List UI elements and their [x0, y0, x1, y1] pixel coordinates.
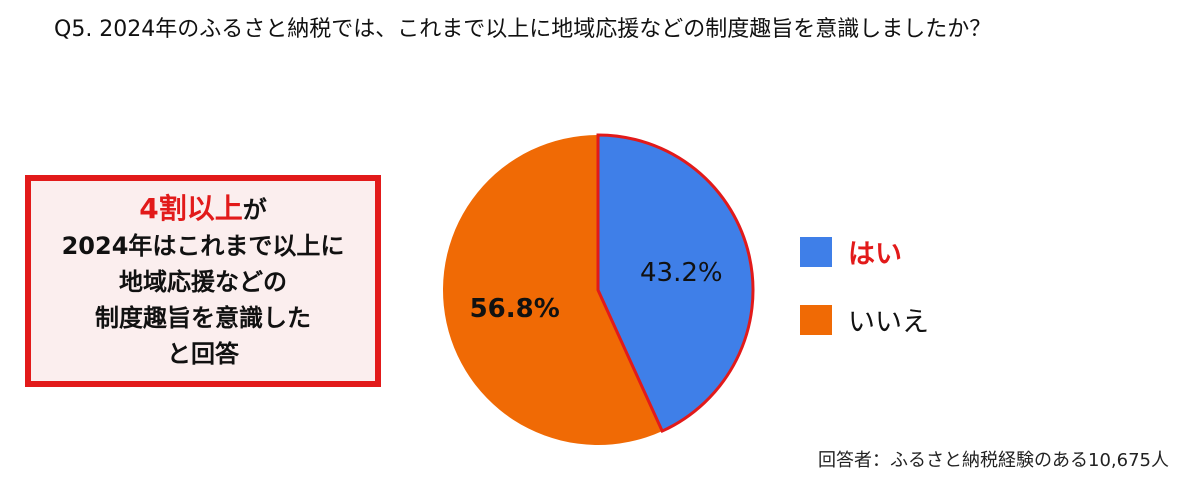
legend-label-no: いいえ: [848, 307, 929, 338]
summary-callout: 4割以上が 2024年はこれまで以上に 地域応援などの 制度趣旨を意識した と回…: [25, 175, 381, 387]
respondent-note: 回答者：ふるさと納税経験のある10,675人: [818, 450, 1169, 471]
legend-swatch-no: [800, 304, 832, 335]
callout-highlight: 4割以上: [139, 191, 243, 225]
callout-line5: と回答: [167, 339, 239, 368]
pie-slice-no: [443, 135, 663, 445]
callout-line1: が: [242, 195, 267, 224]
legend-item-yes: はい: [800, 232, 902, 271]
callout-line3: 地域応援などの: [119, 267, 287, 296]
pie-slice-yes: [596, 133, 755, 434]
legend-label-yes: はい: [848, 239, 902, 270]
pie-label-yes: 43.2%: [640, 258, 723, 288]
pie-label-no: 56.8%: [470, 294, 560, 324]
page-title: Q5. 2024年のふるさと納税では、これまで以上に地域応援などの制度趣旨を意識…: [54, 17, 992, 42]
callout-line2: 2024年はこれまで以上に: [61, 231, 345, 260]
legend-item-no: いいえ: [800, 300, 929, 339]
legend-swatch-yes: [800, 236, 832, 267]
callout-line4: 制度趣旨を意識した: [95, 303, 311, 332]
